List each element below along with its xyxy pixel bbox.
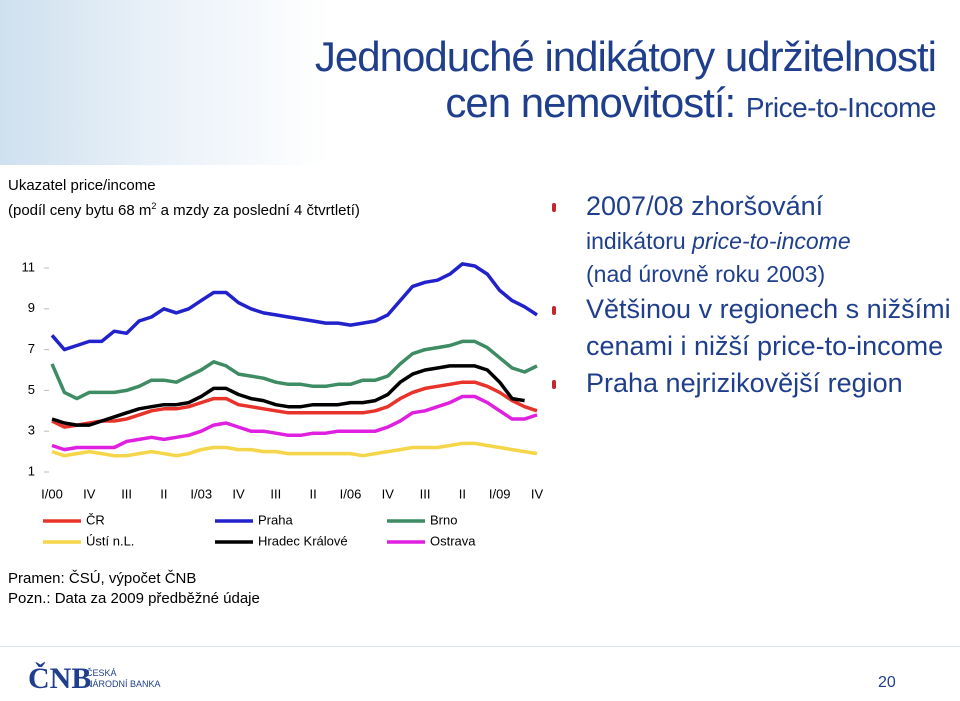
- y-tick-label: 11: [22, 259, 36, 274]
- y-tick-label: 5: [28, 382, 35, 397]
- title-line: Jednoduché indikátory udržitelnosti: [314, 33, 937, 80]
- bullet: Většinou v regionech s nižšími cenami i …: [552, 291, 952, 365]
- title-line: cen nemovitostí:: [445, 79, 746, 126]
- series-line: [51, 394, 538, 452]
- bullet: 2007/08 zhoršování indikátoru price-to-i…: [552, 188, 952, 291]
- x-tick-label: III: [270, 486, 281, 501]
- x-tick-label: II: [160, 486, 167, 501]
- note: Pramen: ČSÚ, výpočet ČNB: [8, 570, 197, 587]
- x-tick-label: I/09: [489, 486, 511, 501]
- bullet: Praha nejrizikovější region: [552, 365, 952, 402]
- logo-mark: ČNB: [28, 662, 92, 695]
- decoration: [0, 0, 330, 165]
- legend-label: Hradec Králové: [258, 533, 348, 548]
- x-tick-label: I/03: [190, 486, 212, 501]
- x-tick-label: IV: [531, 486, 544, 501]
- series-line: [50, 262, 538, 352]
- chart-description: Ukazatel price/income (podíl ceny bytu 6…: [8, 176, 360, 221]
- bullet-text: Většinou v regionech s nižšími cenami i …: [586, 294, 951, 361]
- logo-line: NÁRODNÍ BANKA: [86, 679, 161, 689]
- desc-line: (podíl ceny bytu 68 m2 a mzdy za posledn…: [8, 196, 360, 221]
- bullet-subtext: (nad úrovně roku 2003): [586, 261, 826, 287]
- title-subtitle: Price-to-Income: [745, 92, 937, 123]
- divider: [0, 646, 960, 647]
- x-tick-label: III: [121, 486, 132, 501]
- text: price-to-income: [692, 228, 851, 254]
- x-tick-label: IV: [232, 486, 245, 501]
- page-number: 20: [878, 674, 896, 691]
- x-tick-label: II: [459, 486, 466, 501]
- legend-label: Brno: [430, 512, 457, 527]
- series-line: [51, 364, 525, 427]
- text: indikátoru: [586, 228, 693, 254]
- legend-label: Ústí n.L.: [86, 533, 134, 548]
- logo-line: ČESKÁ: [86, 668, 117, 678]
- bullet-subtext: indikátoru price-to-income: [586, 225, 952, 258]
- y-tick-label: 7: [28, 341, 35, 356]
- desc-line: Ukazatel price/income: [8, 177, 156, 194]
- slide-title: Jednoduché indikátory udržitelnosti cen …: [314, 33, 937, 126]
- bullet-text: 2007/08 zhoršování: [586, 191, 824, 221]
- bullet-list: 2007/08 zhoršování indikátoru price-to-i…: [552, 188, 952, 402]
- x-tick-label: III: [420, 486, 431, 501]
- x-tick-label: II: [310, 486, 317, 501]
- legend-label: ČR: [86, 512, 105, 527]
- legend-label: Praha: [258, 512, 293, 527]
- note: Pozn.: Data za 2009 předběžné údaje: [8, 590, 260, 607]
- logo: ČNB ČESKÁ NÁRODNÍ BANKA: [28, 662, 161, 696]
- x-tick-label: I/00: [41, 486, 63, 501]
- x-tick-label: I/06: [340, 486, 362, 501]
- x-tick-label: IV: [382, 486, 395, 501]
- superscript: 2: [151, 201, 157, 211]
- series-line: [51, 441, 538, 458]
- y-tick-label: 1: [28, 463, 35, 478]
- notes: Pramen: ČSÚ, výpočet ČNB Pozn.: Data za …: [8, 569, 260, 609]
- bullet-text: Praha nejrizikovější region: [586, 368, 903, 398]
- y-tick-label: 9: [28, 300, 35, 315]
- series-line: [51, 380, 538, 429]
- legend-label: Ostrava: [430, 533, 476, 548]
- desc-text: (podíl ceny bytu 68 m: [8, 202, 152, 219]
- desc-text: a mzdy za poslední 4 čtvrtletí): [156, 202, 360, 219]
- logo-text: ČESKÁ NÁRODNÍ BANKA: [86, 668, 186, 690]
- x-tick-label: IV: [83, 486, 96, 501]
- y-tick-label: 3: [28, 423, 35, 438]
- series-line: [50, 339, 538, 401]
